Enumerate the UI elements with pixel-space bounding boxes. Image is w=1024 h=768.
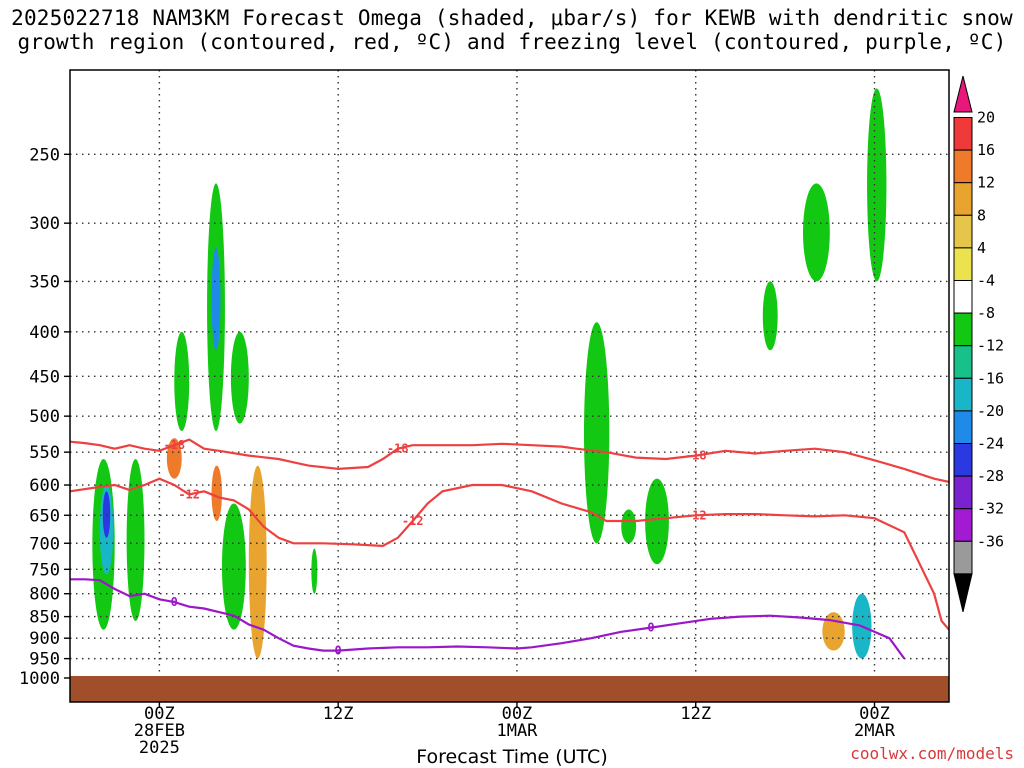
x-axis-title: Forecast Time (UTC) [416,746,608,768]
y-tick-label: 700 [29,534,60,554]
omega-region [867,88,887,282]
omega-region [126,458,145,622]
x-tick-label: 28FEB [134,721,185,741]
chart-title: 2025022718 NAM3KM Forecast Omega (shaded… [0,6,1024,54]
colorbar-bin [953,377,973,412]
colorbar-label: -8 [977,304,995,322]
chart-title-line-1: 2025022718 NAM3KM Forecast Omega (shaded… [11,6,1013,30]
y-tick-label: 350 [29,272,60,292]
colorbar-bin [953,182,973,216]
y-tick-label: 500 [29,407,60,427]
y-tick-label: 600 [29,476,60,496]
colorbar-label: -16 [977,369,1004,387]
contour-line [70,438,949,483]
contour-label: -12 [402,514,424,528]
y-tick-label: 650 [29,506,60,526]
contour-label: -18 [163,438,185,452]
y-tick-label: 800 [29,585,60,605]
y-tick-label: 1000 [19,669,60,689]
colorbar-under-arrow [953,573,973,613]
contour-label: -18 [387,442,409,456]
y-tick-label: 900 [29,629,60,649]
contour-label: -12 [178,487,200,501]
y-tick-label: 950 [29,650,60,670]
y-tick-label: 400 [29,323,60,343]
x-tick-label: 12Z [323,704,354,724]
colorbar-label: -32 [977,500,1004,518]
colorbar-bin [953,475,973,510]
colorbar-label: -12 [977,337,1004,355]
colorbar-bin [953,280,973,314]
contours: -18 -18 -18 -12 -12 -12 0 0 0 [70,438,949,660]
colorbar-bin [953,443,973,477]
colorbar-bin [953,247,973,281]
colorbar-bin [953,117,973,151]
colorbar-label: -28 [977,467,1004,485]
omega-region [621,509,637,544]
colorbar-bin [953,508,973,542]
colorbar-label: 8 [977,206,986,224]
plot-frame [69,69,950,703]
omega-region [645,478,669,565]
omega-region [174,331,190,431]
y-tick-label: 850 [29,608,60,628]
y-tick-label: 450 [29,367,60,387]
colorbar-label: -36 [977,532,1004,550]
x-tick-label: 2025 [139,738,180,758]
omega-region [221,503,246,630]
colorbar-label: 4 [977,239,986,257]
y-tick-label: 550 [29,443,60,463]
omega-region [311,548,318,594]
contour-label: 0 [335,644,342,658]
colorbar-label: -24 [977,435,1004,453]
ground-terrain-band [70,676,949,702]
contour-label: -18 [685,449,707,463]
y-axis: 2503003504004505005506006507007508008509… [19,145,70,689]
omega-shading [92,88,887,659]
omega-region [822,612,845,651]
colorbar-label: 20 [977,109,995,127]
omega-region [211,465,222,522]
credit-text: coolwx.com/models [850,744,1014,763]
omega-region [166,438,182,479]
y-tick-label: 300 [29,214,60,234]
colorbar-bin [953,149,973,184]
colorbar-bin [953,214,973,249]
x-tick-label: 00Z [859,704,890,724]
y-tick-label: 250 [29,145,60,165]
colorbar-label: 12 [977,174,995,192]
colorbar-bin [953,540,973,575]
omega-region [583,322,610,544]
contour-label: -12 [685,508,707,522]
x-tick-label: 12Z [680,704,711,724]
omega-region [762,281,778,351]
colorbar-label: -4 [977,272,995,290]
colorbar-over-arrow [953,75,973,113]
contour-line [70,477,949,631]
contour-label: 0 [171,595,178,609]
x-tick-label: 00Z [502,704,533,724]
colorbar-bin [953,410,973,444]
colorbar-label: -20 [977,402,1004,420]
omega-region [230,331,249,424]
colorbar-bin [953,345,973,379]
contour-label: 0 [647,621,654,635]
omega-region [211,247,221,351]
y-tick-label: 750 [29,560,60,580]
colorbar-label: 16 [977,141,995,159]
chart-title-line-2: growth region (contoured, red, ºC) and f… [17,30,1007,54]
x-tick-label: 2MAR [854,721,896,741]
omega-region [102,491,111,538]
omega-region [802,183,830,282]
x-tick-label: 00Z [144,704,175,724]
colorbar: 20 16 12 8 4 -4 -8 -12 -16 -20 -24 -28 -32 -36 [953,75,1004,613]
colorbar-bin [953,312,973,347]
x-tick-label: 1MAR [496,721,538,741]
contour-line [70,578,906,660]
